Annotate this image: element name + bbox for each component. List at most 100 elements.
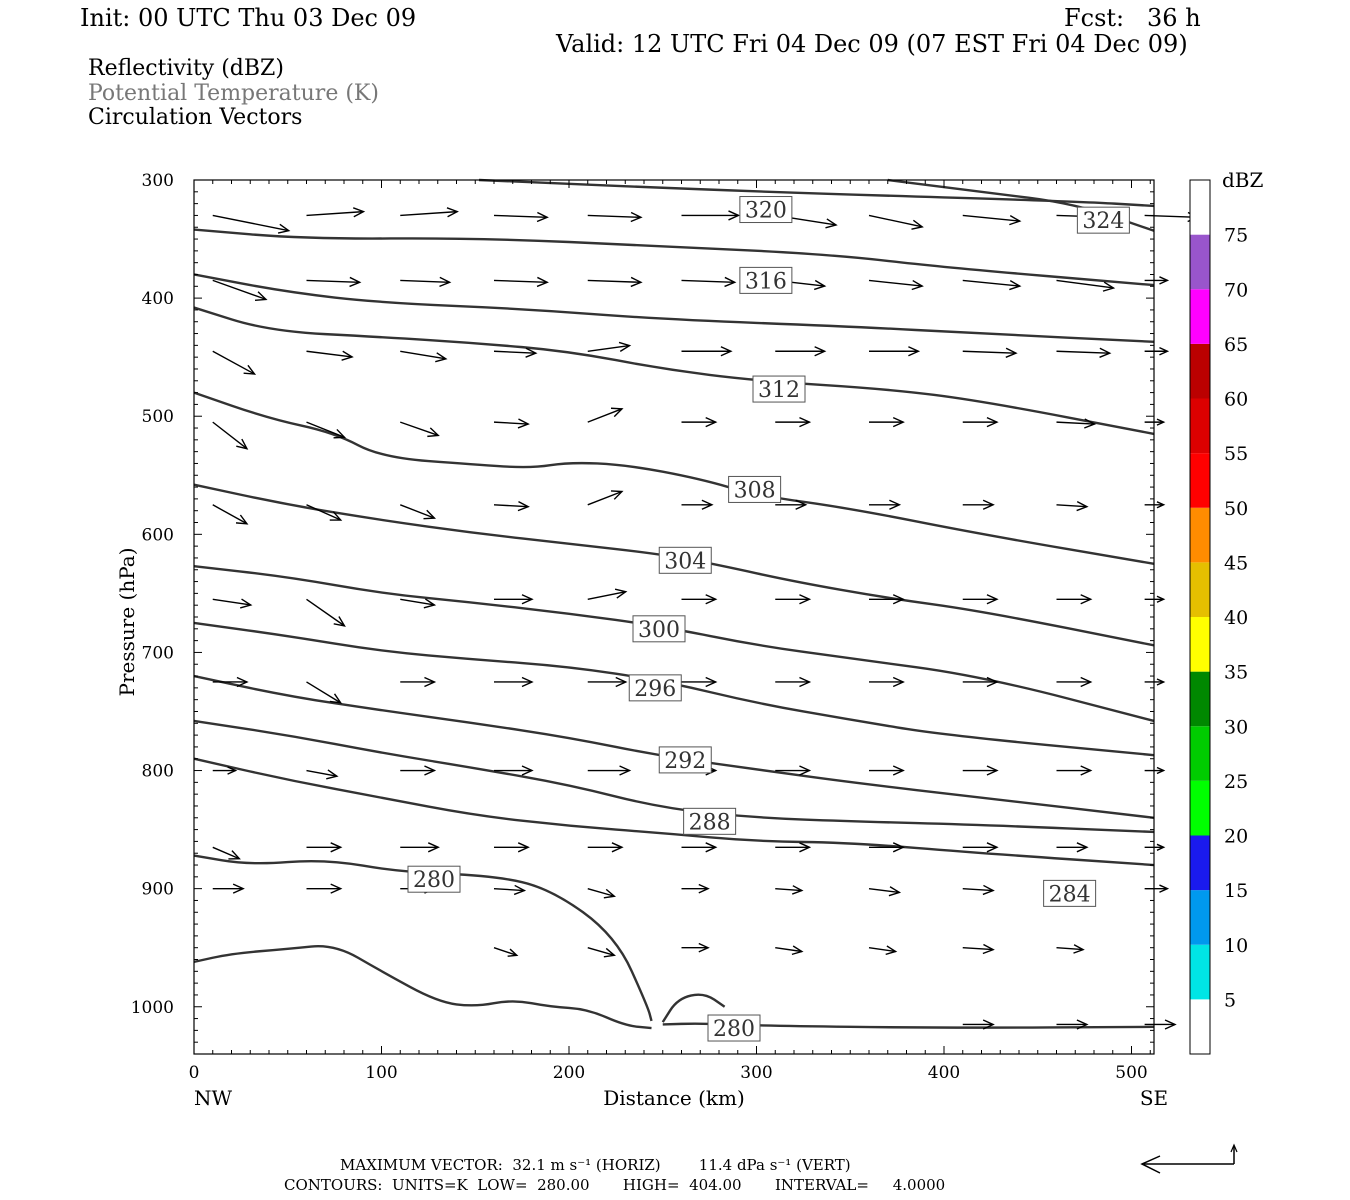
y-tick-label: 700 xyxy=(142,643,174,663)
circulation-vector xyxy=(962,947,994,951)
vector-head xyxy=(799,416,812,428)
y-tick-label: 1000 xyxy=(131,998,174,1018)
circulation-vector xyxy=(493,214,548,219)
vector-head xyxy=(982,884,995,896)
forecast-hour: Fcst: 36 h xyxy=(1064,4,1201,32)
vector-head xyxy=(911,279,924,291)
vector-head xyxy=(889,499,902,510)
field-label-reflectivity: Reflectivity (dBZ) xyxy=(88,56,284,81)
vector-head xyxy=(986,416,999,428)
vector-head xyxy=(254,291,268,301)
circulation-vector xyxy=(587,887,615,897)
vector-head xyxy=(1080,765,1093,776)
vector-head xyxy=(603,888,616,899)
circulation-vector xyxy=(962,214,1020,222)
contour-label-box xyxy=(628,674,682,702)
vector-head xyxy=(424,765,437,776)
circulation-vector xyxy=(587,279,641,283)
vector-head xyxy=(611,842,624,853)
vector-head xyxy=(427,842,440,853)
vector-head xyxy=(352,207,366,218)
vector-head xyxy=(1080,594,1093,605)
circulation-vector xyxy=(587,490,623,506)
vector-head xyxy=(236,438,249,450)
colorbar-tick-label: 70 xyxy=(1224,279,1248,301)
colorbar-tick-label: 55 xyxy=(1224,443,1248,465)
circulation-vector xyxy=(1056,279,1114,289)
contour-label-box xyxy=(728,475,782,503)
valid-time: Valid: 12 UTC Fri 04 Dec 09 (07 EST Fri … xyxy=(556,30,1188,58)
circulation-vector xyxy=(400,350,446,360)
vector-head xyxy=(885,945,898,956)
circulation-vector xyxy=(400,598,435,606)
vector-head xyxy=(240,598,253,609)
circulation-vector xyxy=(868,947,896,953)
vector-head xyxy=(277,223,291,234)
vector-head xyxy=(1156,501,1166,509)
contour-label-box xyxy=(1043,879,1097,907)
vector-head xyxy=(227,766,238,775)
colorbar-title: dBZ xyxy=(1222,168,1264,192)
vector-head xyxy=(536,211,549,223)
colorbar-tick-label: 40 xyxy=(1224,607,1248,629)
vector-head xyxy=(427,427,440,438)
theta-contour xyxy=(193,273,1155,344)
theta-contours xyxy=(193,178,1155,1030)
circulation-vector xyxy=(306,504,341,521)
circulation-vector xyxy=(587,214,641,219)
vector-head xyxy=(728,210,741,221)
circulation-vector xyxy=(493,279,548,283)
colorbar-tick-label: 35 xyxy=(1224,662,1248,684)
circulation-vector xyxy=(587,344,630,352)
vector-head xyxy=(610,407,624,418)
contour-label: 312 xyxy=(758,378,800,403)
contour-label-box xyxy=(632,615,686,643)
colorbar-segment xyxy=(1190,726,1210,781)
vector-head xyxy=(892,416,905,428)
colorbar-tick-label: 25 xyxy=(1224,771,1248,793)
vector-head xyxy=(349,276,362,288)
y-tick-label: 600 xyxy=(142,525,174,545)
colorbar-segment xyxy=(1190,890,1210,945)
vector-head xyxy=(813,279,827,291)
vector-head xyxy=(439,276,452,288)
vector-head xyxy=(986,676,999,688)
vector-head xyxy=(619,765,632,776)
circulation-vector xyxy=(587,408,623,423)
vector-head xyxy=(986,765,999,776)
theta-contour xyxy=(193,565,1155,723)
dbz-colorbar: 5 10 15 20 25 30 35 40 45 50 55 60 65 70 75 dBZ xyxy=(1189,168,1264,1055)
vector-head xyxy=(423,598,437,609)
contour-label-box xyxy=(658,746,712,774)
x-axis-title: Distance (km) xyxy=(603,1086,745,1110)
vector-head xyxy=(892,765,905,776)
vector-head xyxy=(1156,843,1166,851)
vector-head xyxy=(424,676,437,688)
theta-contour xyxy=(193,674,1155,819)
vector-head xyxy=(705,594,718,605)
circulation-vector xyxy=(587,590,626,600)
vector-head xyxy=(799,765,812,776)
circulation-vector xyxy=(493,421,529,425)
contour-label: 288 xyxy=(689,810,731,835)
colorbar-segment xyxy=(1190,289,1210,344)
contour-label: 292 xyxy=(664,749,706,774)
contour-label-box xyxy=(739,196,793,224)
vector-head xyxy=(446,207,459,218)
vector-head xyxy=(892,594,905,605)
circulation-vector xyxy=(306,210,364,217)
vector-head xyxy=(705,416,718,428)
colorbar-segment xyxy=(1190,234,1210,290)
vector-head xyxy=(228,850,241,860)
vector-head xyxy=(986,842,999,853)
contour-label: 296 xyxy=(634,677,676,702)
circulation-vector xyxy=(868,887,900,894)
circulation-vector xyxy=(306,598,345,627)
colorbar-segment xyxy=(1190,562,1210,617)
circulation-vector xyxy=(1056,421,1095,425)
circulation-vector xyxy=(400,210,458,217)
vector-head xyxy=(698,942,710,953)
vector-head xyxy=(1005,347,1018,358)
circulation-vector xyxy=(681,279,735,283)
